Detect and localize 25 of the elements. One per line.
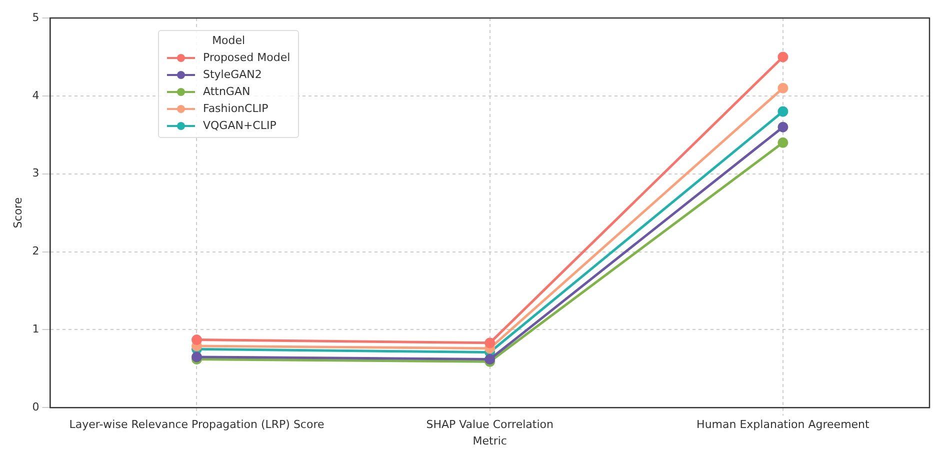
point — [778, 52, 788, 62]
point — [778, 137, 788, 148]
point — [778, 122, 788, 132]
x-axis-title: Metric — [472, 434, 507, 448]
legend-label: Proposed Model — [203, 51, 290, 64]
x-tick-label: Human Explanation Agreement — [696, 418, 870, 432]
point — [778, 106, 788, 117]
x-tick-label: Layer-wise Relevance Propagation (LRP) Score — [69, 418, 324, 432]
y-tick-label: 1 — [32, 322, 40, 336]
legend-label: FashionCLIP — [203, 102, 268, 115]
point — [192, 334, 202, 346]
legend-label: AttnGAN — [203, 85, 250, 98]
legend-label: StyleGAN2 — [203, 68, 262, 81]
legend-title: Model — [211, 34, 246, 47]
legend-label: VQGAN+CLIP — [203, 119, 276, 132]
point — [484, 338, 496, 348]
y-tick-label: 0 — [32, 400, 40, 414]
y-tick-label: 5 — [32, 10, 40, 24]
y-tick-label: 3 — [32, 166, 40, 180]
y-tick-label: 4 — [32, 88, 40, 102]
point — [778, 82, 788, 94]
point — [192, 352, 202, 362]
y-tick-label: 2 — [32, 244, 40, 258]
x-tick-label: SHAP Value Correlation — [426, 418, 554, 432]
y-axis-title: Score — [11, 197, 24, 228]
